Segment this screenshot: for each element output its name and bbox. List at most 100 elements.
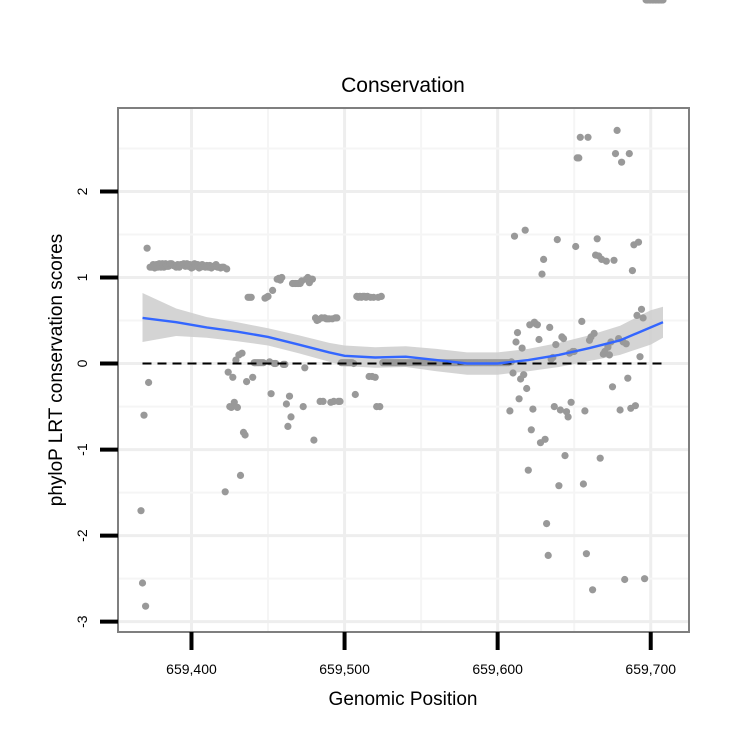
x-tick-label: 659,700 — [625, 661, 676, 677]
y-axis-label: phyloP LRT conservation scores — [46, 234, 67, 507]
data-point — [336, 397, 344, 405]
data-point — [138, 579, 147, 587]
data-point — [376, 403, 384, 411]
data-point — [641, 575, 649, 583]
data-point — [604, 343, 612, 351]
data-point — [621, 575, 629, 584]
data-point — [578, 317, 586, 325]
data-point — [299, 403, 307, 411]
data-point — [310, 436, 318, 444]
data-point — [247, 293, 255, 301]
data-point — [351, 390, 359, 399]
data-point — [555, 482, 563, 490]
data-point — [282, 400, 290, 408]
data-point — [243, 378, 251, 386]
y-tick-label: 2 — [74, 187, 90, 195]
y-tick-label: -2 — [74, 529, 90, 542]
data-point — [143, 244, 151, 252]
y-tick-label: 1 — [74, 273, 90, 281]
data-point — [287, 413, 295, 421]
data-point — [572, 242, 580, 251]
data-point — [633, 311, 641, 319]
data-point — [285, 392, 294, 400]
data-point — [264, 292, 272, 300]
data-points — [137, 0, 667, 610]
data-point — [556, 406, 565, 414]
data-point — [550, 403, 558, 411]
x-tick-label: 659,500 — [319, 661, 370, 677]
data-point — [241, 431, 249, 439]
smooth-trend-line — [142, 316, 664, 365]
data-point — [509, 369, 517, 377]
data-point — [269, 286, 277, 294]
data-point — [521, 226, 529, 234]
data-point — [229, 373, 237, 381]
data-point — [527, 426, 535, 434]
data-point — [581, 407, 589, 415]
data-point — [561, 452, 569, 460]
data-point — [567, 398, 575, 406]
data-point — [518, 344, 526, 352]
chart-title: Conservation — [341, 74, 465, 97]
data-point — [624, 374, 632, 382]
data-point — [582, 550, 591, 558]
data-point — [221, 488, 229, 496]
data-point — [605, 351, 614, 359]
x-tick-label: 659,400 — [166, 661, 217, 677]
data-point — [610, 256, 618, 264]
data-point — [510, 232, 519, 240]
x-tick-label: 659,600 — [472, 661, 523, 677]
data-point — [584, 133, 592, 141]
data-point — [608, 383, 617, 391]
data-point — [553, 236, 561, 244]
panel-frame — [117, 107, 690, 633]
data-point — [533, 321, 542, 329]
data-point — [506, 407, 514, 415]
x-axis: 659,400 659,500 659,600 659,700 — [166, 632, 676, 677]
data-point — [579, 480, 588, 488]
data-point — [535, 335, 543, 344]
data-point — [564, 413, 572, 421]
data-point — [589, 586, 597, 594]
data-point — [308, 275, 316, 283]
data-point — [284, 422, 292, 430]
data-point — [236, 471, 245, 479]
y-axis: -3 -2 -1 0 1 2 — [74, 187, 118, 628]
data-point — [628, 267, 637, 275]
data-point — [278, 273, 286, 282]
data-point — [613, 126, 621, 134]
data-point — [142, 602, 150, 610]
data-point — [611, 150, 620, 158]
data-point — [639, 314, 647, 322]
data-point — [631, 402, 640, 410]
data-point — [659, 0, 667, 4]
data-point — [546, 323, 554, 331]
trend-line — [142, 316, 664, 365]
data-point — [249, 373, 257, 381]
data-point — [515, 395, 523, 403]
data-point — [529, 405, 537, 413]
data-point — [371, 373, 379, 381]
confidence-band-area — [142, 293, 663, 375]
data-point — [520, 371, 528, 379]
data-point — [137, 507, 145, 515]
data-point — [319, 397, 327, 405]
data-point — [233, 403, 241, 411]
data-point — [634, 238, 643, 246]
data-point — [223, 265, 231, 273]
data-point — [552, 341, 560, 349]
data-point — [513, 329, 522, 337]
y-tick-label: 0 — [74, 359, 90, 367]
data-point — [616, 406, 624, 414]
data-point — [596, 454, 604, 462]
data-point — [301, 364, 309, 372]
data-point — [540, 255, 548, 263]
data-point — [272, 359, 280, 368]
data-point — [224, 368, 232, 376]
data-point — [538, 270, 546, 278]
data-point — [637, 305, 646, 313]
data-point — [576, 133, 584, 141]
x-axis-label: Genomic Position — [329, 689, 478, 710]
data-point — [232, 356, 240, 364]
data-point — [593, 235, 601, 243]
